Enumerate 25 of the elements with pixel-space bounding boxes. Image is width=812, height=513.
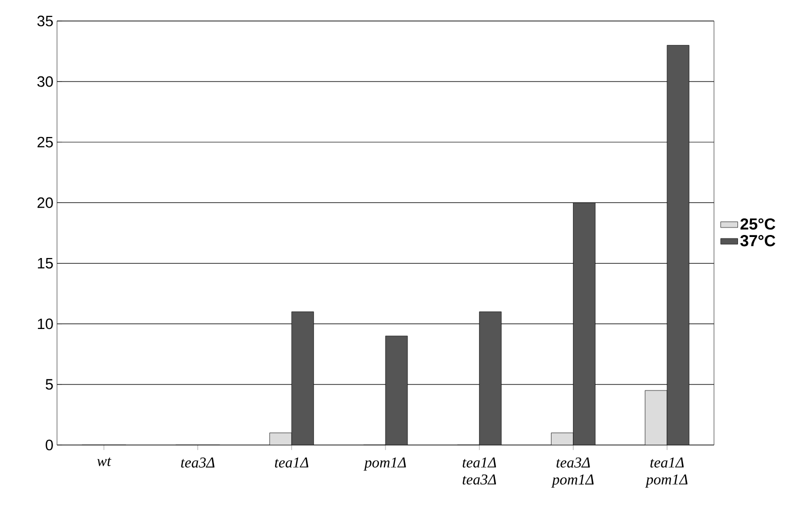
bar (479, 312, 502, 445)
bar (291, 312, 314, 445)
x-tick-label: tea3Δ pom1Δ (551, 458, 594, 488)
x-tick-label: tea3Δ (181, 458, 214, 468)
y-tick-label: 0 (46, 440, 53, 450)
x-tick-label: tea1Δ pom1Δ (645, 458, 688, 488)
y-tick-label: 25 (38, 136, 53, 148)
bar (573, 202, 596, 445)
bar (385, 336, 408, 445)
y-tick-label: 15 (38, 258, 53, 268)
y-tick-label: 20 (38, 197, 53, 208)
bar (644, 390, 668, 445)
y-tick-label: 5 (46, 379, 53, 390)
bar (551, 432, 574, 445)
x-tick-label: wt (97, 458, 112, 466)
legend-label: 25°C (740, 218, 776, 230)
x-tick-label: pom1Δ (364, 458, 406, 471)
x-tick-label: tea1Δ (274, 458, 308, 468)
y-tick-label: 30 (37, 76, 53, 87)
bar (270, 432, 292, 445)
y-tick-label: 35 (37, 16, 53, 26)
bar (666, 45, 690, 445)
x-tick-label: tea1Δ tea3Δ (462, 458, 496, 485)
y-tick-label: 10 (38, 318, 53, 330)
legend-label: 37°C (740, 234, 776, 246)
